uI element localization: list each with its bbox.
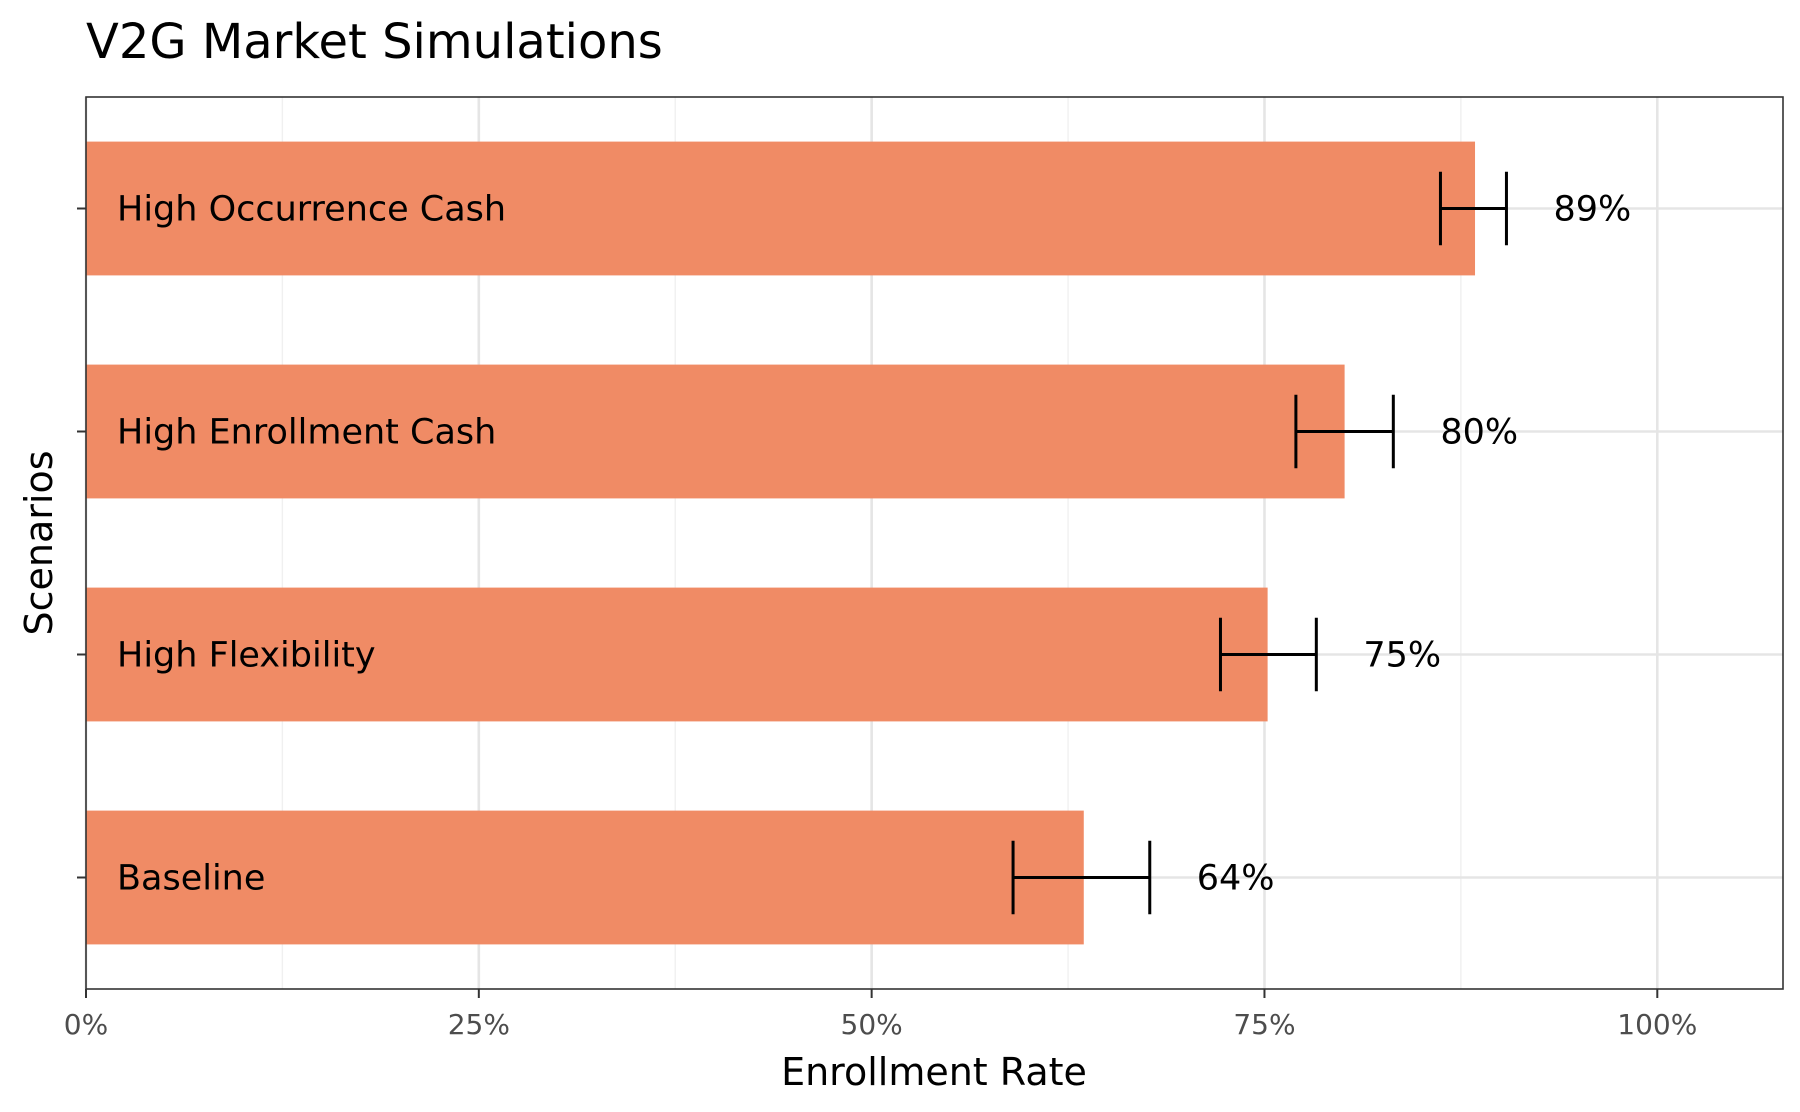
data-label: 89% bbox=[1553, 190, 1631, 230]
data-label: 80% bbox=[1440, 413, 1518, 453]
bar bbox=[86, 364, 1345, 499]
x-axis-title: Enrollment Rate bbox=[781, 1050, 1087, 1094]
x-tick-label: 0% bbox=[64, 1008, 108, 1041]
bar bbox=[86, 141, 1476, 276]
labels-layer: Baseline 64% High Flexibility 75% High Enrol… bbox=[117, 190, 1631, 899]
data-label: 64% bbox=[1197, 859, 1275, 899]
bar bbox=[86, 587, 1268, 722]
x-tick-label: 50% bbox=[841, 1008, 903, 1041]
x-tick-label: 75% bbox=[1233, 1008, 1295, 1041]
bar-category-label: Baseline bbox=[117, 859, 265, 899]
bar-category-label: High Occurrence Cash bbox=[117, 190, 506, 230]
bar bbox=[86, 810, 1084, 945]
axis-layer: 0% 25% 50% 75% 100% bbox=[64, 207, 1697, 1041]
x-tick-label: 25% bbox=[448, 1008, 510, 1041]
bar-category-label: High Enrollment Cash bbox=[117, 413, 496, 453]
data-label: 75% bbox=[1363, 636, 1441, 676]
chart-title: V2G Market Simulations bbox=[86, 14, 663, 70]
x-tick-label: 100% bbox=[1617, 1008, 1697, 1041]
bar-category-label: High Flexibility bbox=[117, 636, 376, 676]
y-axis-title: Scenarios bbox=[17, 451, 61, 636]
bars-layer bbox=[86, 141, 1476, 945]
errorbars-layer bbox=[1011, 171, 1508, 915]
plot-frame bbox=[85, 96, 1784, 990]
